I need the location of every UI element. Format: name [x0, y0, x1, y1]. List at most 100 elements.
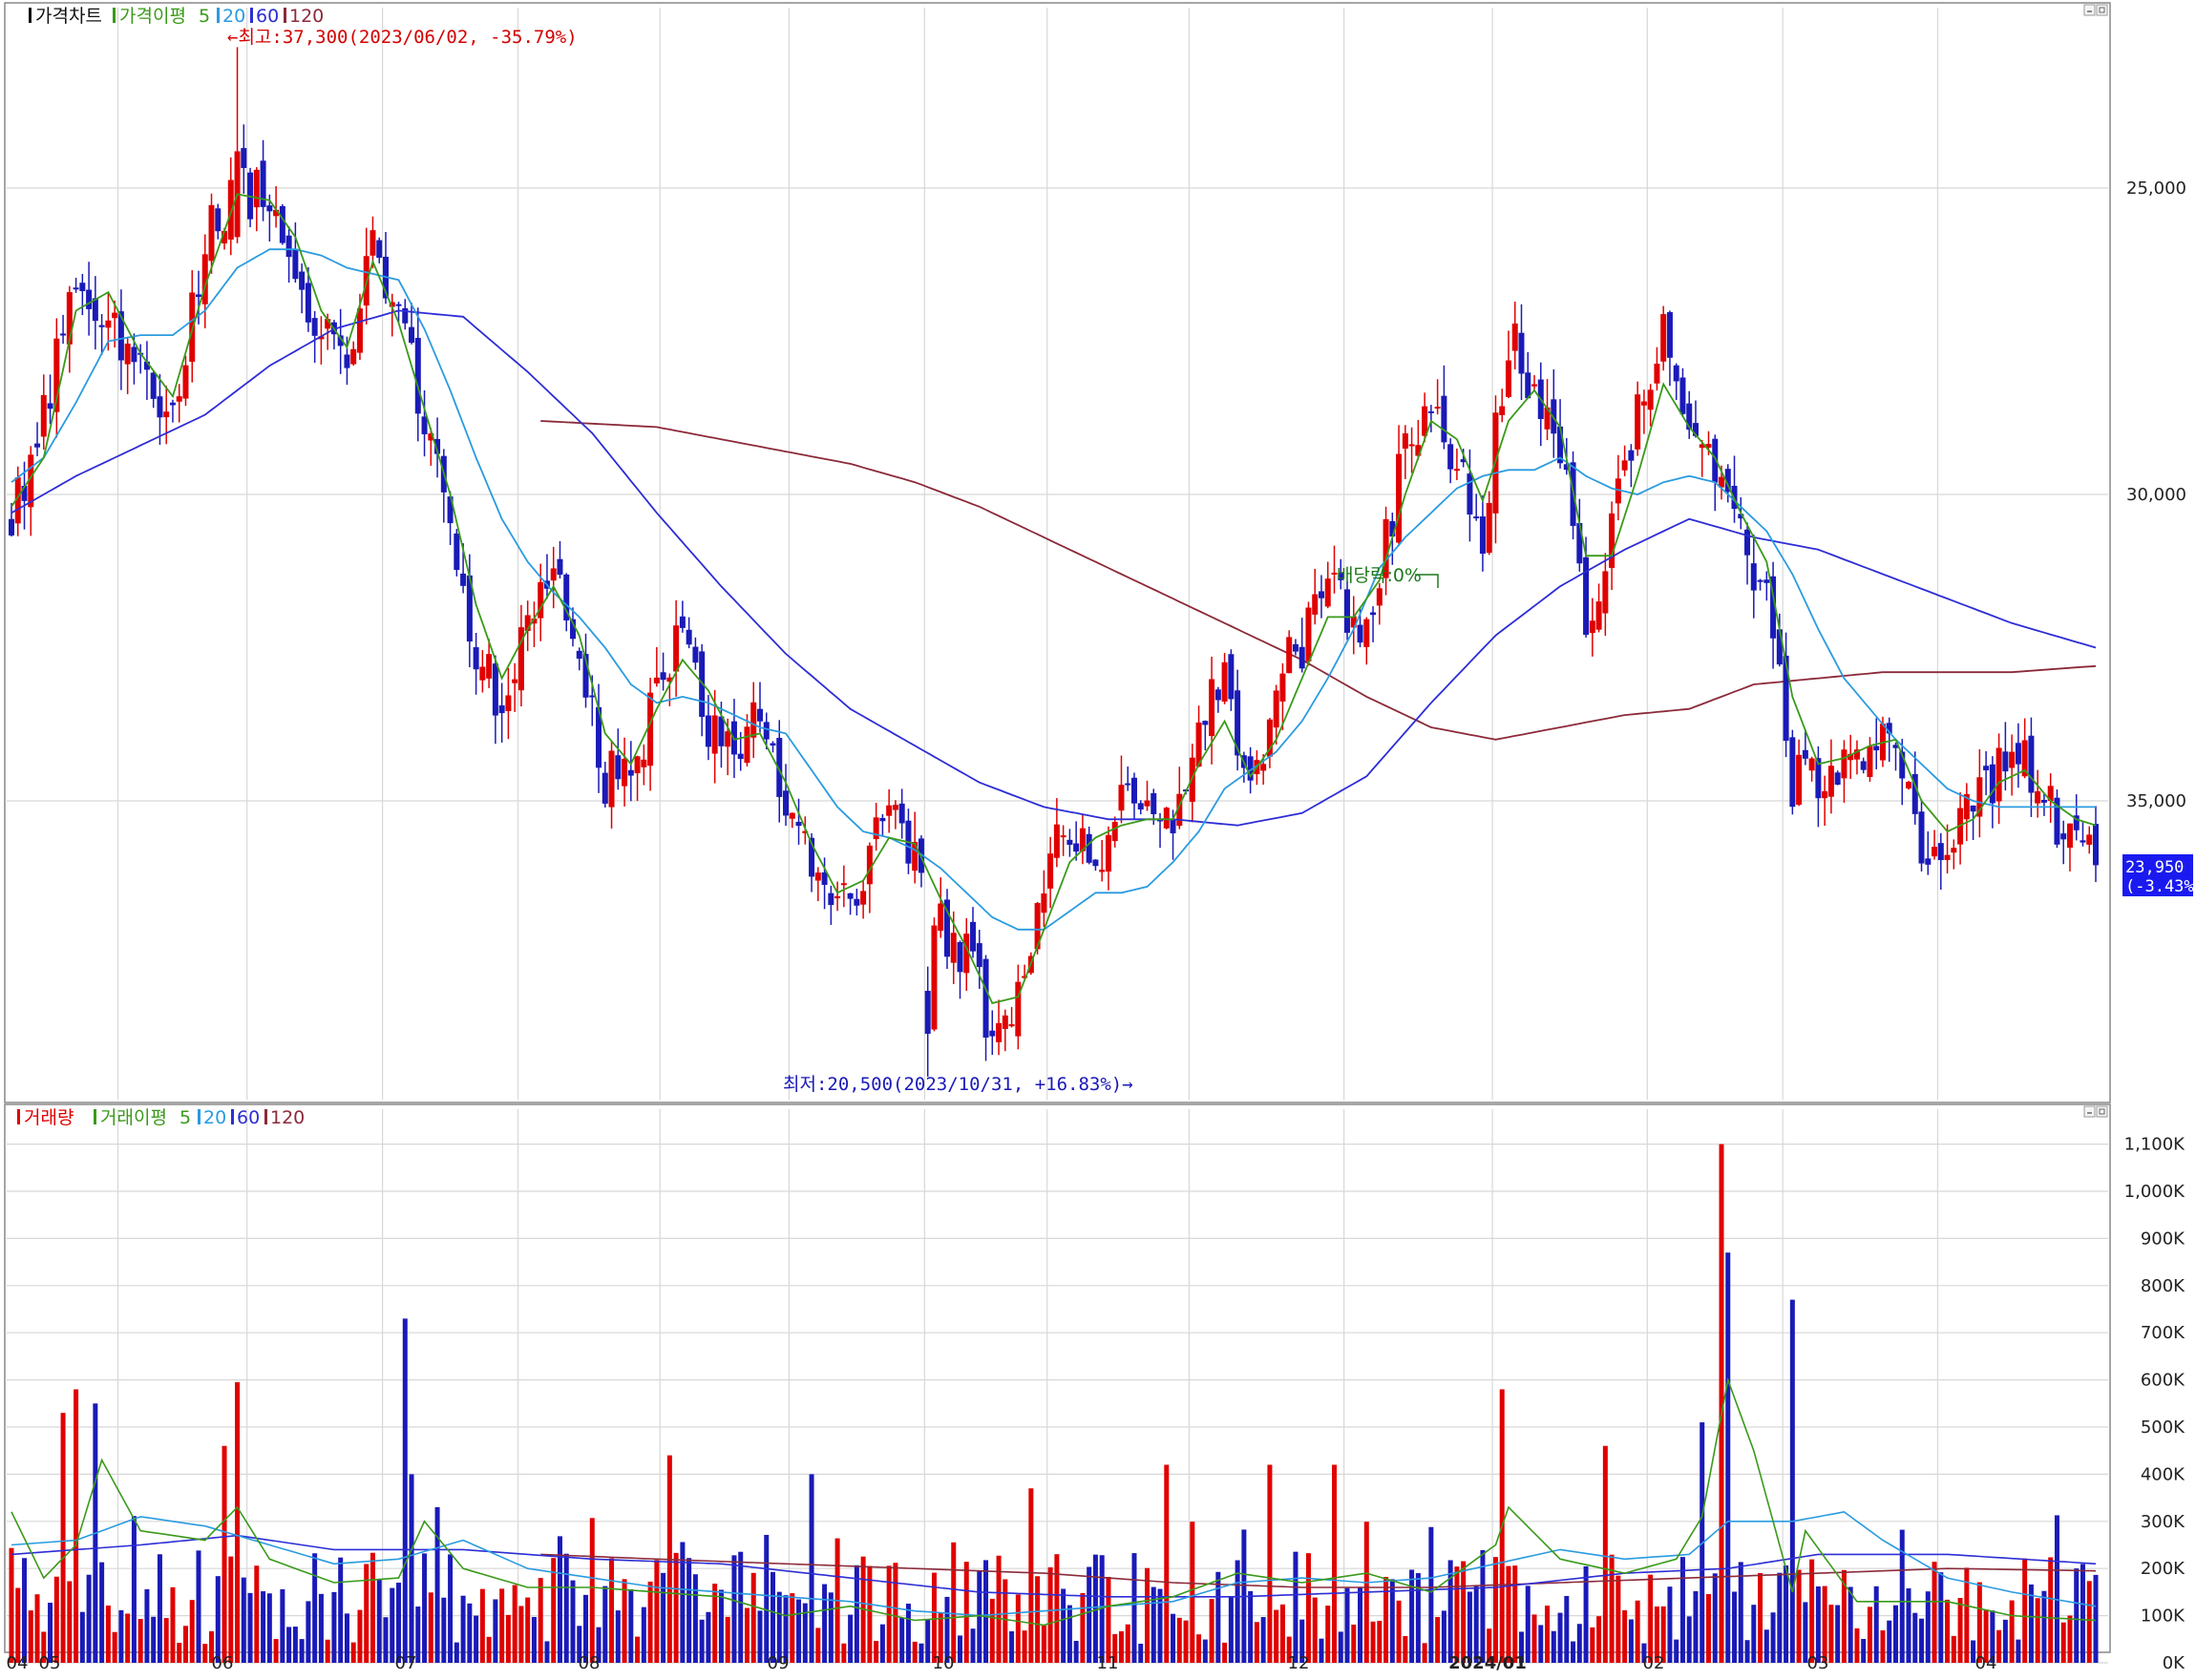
candle-body	[982, 958, 989, 1039]
volume-bar	[1138, 1643, 1144, 1663]
candle-body	[627, 769, 634, 776]
volume-axis-tick: 200K	[2141, 1559, 2185, 1579]
candle-body	[505, 695, 512, 711]
volume-bar	[1028, 1488, 1034, 1663]
volume-bar	[1279, 1604, 1285, 1663]
candle	[1350, 596, 1357, 655]
candle-body	[492, 663, 498, 716]
volume-bar	[1435, 1617, 1441, 1663]
volume-axis-tick: 900K	[2141, 1228, 2185, 1249]
legend-price-chart: 가격차트	[35, 6, 102, 27]
minimize-icon[interactable]	[2083, 1105, 2096, 1118]
candle	[692, 637, 699, 670]
candle-body	[1738, 514, 1744, 519]
volume-bar	[286, 1627, 292, 1663]
candle	[1486, 491, 1492, 556]
candle-body	[1873, 746, 1880, 751]
candle-body	[686, 629, 692, 645]
candle	[47, 374, 53, 425]
volume-bar	[931, 1572, 937, 1663]
volume-bar	[563, 1553, 569, 1663]
candle	[1479, 494, 1486, 572]
candle	[1441, 365, 1447, 450]
maximize-icon[interactable]	[2096, 4, 2108, 16]
candle	[492, 655, 498, 745]
candle-body	[970, 921, 977, 952]
volume-bar	[1777, 1572, 1783, 1663]
volume-bar	[1183, 1620, 1189, 1663]
candle-body	[1157, 819, 1164, 822]
volume-bar	[1254, 1622, 1259, 1663]
candle	[866, 842, 873, 914]
candle	[756, 682, 763, 733]
candle	[1066, 829, 1073, 857]
candle	[1130, 772, 1137, 820]
candle	[440, 449, 447, 523]
candle-body	[1279, 673, 1286, 702]
candle-body	[1324, 578, 1331, 607]
candle-body	[1060, 835, 1066, 838]
price-panel-buttons[interactable]	[2083, 4, 2108, 16]
volume-bar	[409, 1474, 414, 1663]
x-axis-tick: 08	[579, 1653, 601, 1673]
legend-vol-ma5: 5	[179, 1107, 191, 1128]
volume-bar	[1112, 1633, 1118, 1663]
candle	[1853, 740, 1860, 775]
volume-bar	[350, 1642, 356, 1663]
candle-body	[1105, 834, 1111, 872]
candle	[1111, 816, 1118, 848]
candle-body	[1344, 589, 1351, 633]
volume-bar	[744, 1607, 750, 1663]
volume-bar	[222, 1445, 227, 1663]
candle	[531, 601, 538, 647]
candle	[505, 667, 512, 740]
candle-body	[756, 708, 763, 722]
volume-bar	[531, 1616, 537, 1663]
moving-average-layer	[11, 193, 2097, 1627]
volume-bar	[1487, 1628, 1492, 1663]
candle-body	[169, 402, 176, 406]
volume-bar	[364, 1564, 370, 1663]
volume-bar	[1506, 1565, 1511, 1663]
volume-bar	[518, 1606, 524, 1663]
maximize-icon[interactable]	[2096, 1105, 2108, 1118]
volume-bar	[1880, 1629, 1886, 1663]
volume-bar	[448, 1554, 454, 1663]
minimize-icon[interactable]	[2083, 4, 2096, 16]
legend-vol-ma20: 20	[203, 1107, 226, 1128]
volume-bar	[1660, 1606, 1666, 1663]
candle-body	[1615, 478, 1621, 504]
candle-body	[1273, 690, 1279, 728]
volume-bar	[474, 1615, 479, 1663]
candle-body	[344, 354, 350, 368]
legend-ma20: 20	[222, 6, 245, 27]
candle-body	[1260, 764, 1267, 771]
volume-bar	[874, 1641, 879, 1663]
candle-body	[963, 934, 970, 974]
volume-bar	[22, 1558, 28, 1663]
volume-bar	[1576, 1624, 1582, 1663]
candle	[1602, 553, 1609, 637]
candle-body	[1886, 723, 1892, 734]
price-ma120-line	[540, 420, 2097, 741]
candle-body	[454, 533, 460, 571]
candle	[653, 646, 660, 687]
candle-body	[60, 333, 67, 336]
candle-body	[1583, 556, 1590, 635]
volume-bar	[699, 1619, 705, 1663]
candle-body	[1757, 579, 1763, 582]
candle	[311, 310, 318, 364]
volume-panel-buttons[interactable]	[2083, 1105, 2108, 1118]
volume-axis-tick: 100K	[2141, 1606, 2185, 1627]
volume-bar	[331, 1591, 337, 1663]
candle	[414, 307, 421, 442]
current-price: 23,950	[2125, 858, 2184, 877]
candle-body	[1427, 410, 1434, 413]
volume-bar	[1047, 1566, 1053, 1663]
candle-body	[337, 335, 344, 346]
candle	[1453, 448, 1460, 481]
volume-bar	[2028, 1584, 2034, 1663]
volume-bar	[48, 1603, 53, 1663]
volume-bar	[344, 1613, 349, 1663]
volume-bar	[189, 1600, 195, 1663]
